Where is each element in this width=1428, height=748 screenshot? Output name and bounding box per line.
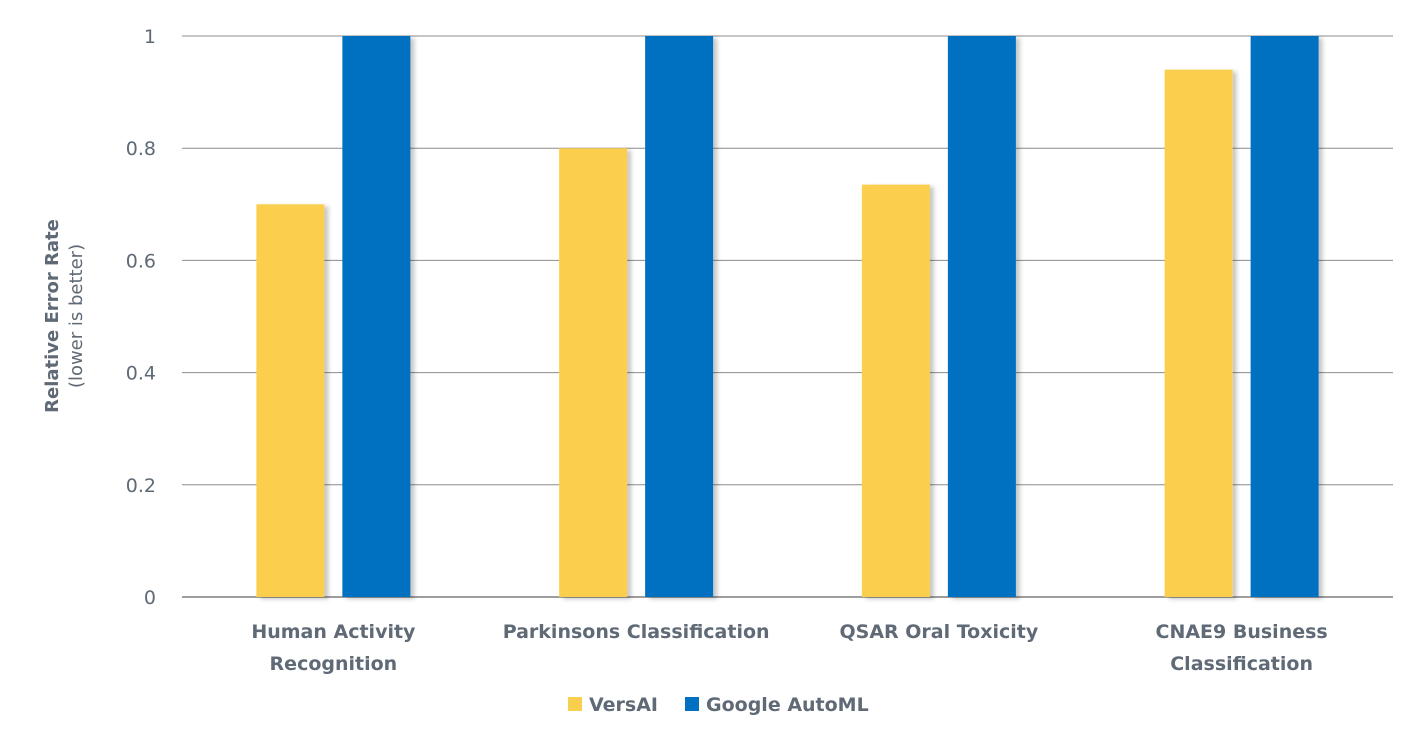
- legend-label: Google AutoML: [706, 694, 869, 716]
- x-category-label: QSAR Oral Toxicity: [839, 621, 1038, 643]
- y-tick-label: 1: [144, 26, 156, 48]
- bar-versai: [861, 184, 930, 598]
- x-category-label: Classification: [1170, 653, 1313, 675]
- y-tick-label: 0.4: [126, 363, 156, 385]
- y-axis-title-sub: (lower is better): [66, 244, 87, 388]
- x-category-label: Recognition: [270, 653, 398, 675]
- y-axis-tick-labels: 0 0.2 0.4 0.6 0.8 1: [126, 26, 156, 609]
- bar-google-automl: [342, 36, 411, 597]
- bars: [256, 36, 1319, 598]
- x-category-label: Human Activity: [251, 621, 416, 643]
- bar-google-automl: [645, 36, 714, 597]
- bar-versai: [256, 204, 325, 598]
- y-axis-title-main: Relative Error Rate: [42, 219, 63, 413]
- y-axis-title: Relative Error Rate (lower is better): [42, 219, 87, 413]
- legend-swatch: [568, 697, 582, 711]
- bar-versai: [1164, 69, 1233, 597]
- bar-versai: [559, 148, 628, 597]
- bar-google-automl: [947, 36, 1016, 597]
- x-category-label: Parkinsons Classification: [503, 621, 770, 643]
- bar-google-automl: [1250, 36, 1319, 597]
- y-tick-label: 0.6: [126, 250, 156, 272]
- x-axis-category-labels: Human Activity Recognition Parkinsons Clas…: [251, 621, 1327, 675]
- legend-swatch: [685, 697, 699, 711]
- legend: VersAI Google AutoML: [568, 694, 869, 716]
- x-category-label: CNAE9 Business: [1156, 621, 1328, 643]
- y-tick-label: 0: [144, 587, 156, 609]
- y-tick-label: 0.8: [126, 138, 156, 160]
- y-tick-label: 0.2: [126, 475, 156, 497]
- legend-label: VersAI: [589, 694, 658, 716]
